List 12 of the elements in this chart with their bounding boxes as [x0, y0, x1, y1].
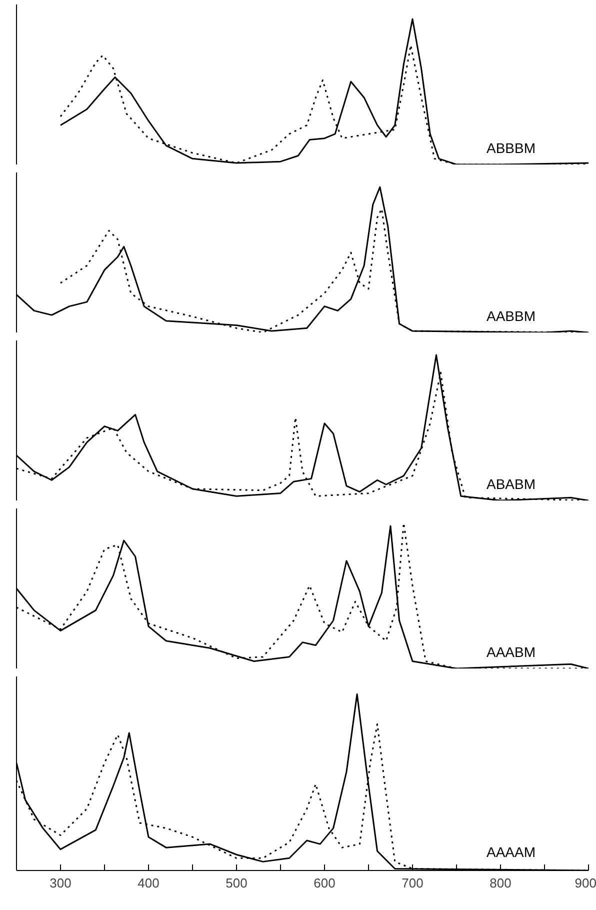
x-tick-label: 900 — [574, 876, 596, 890]
annotation: ABABM — [486, 476, 536, 492]
annotation: AAAAM — [486, 844, 536, 860]
annotation: ABBBM — [486, 140, 536, 156]
annotation: AABBM — [486, 308, 536, 324]
annotation: AAABM — [486, 644, 536, 660]
x-tick-label: 700 — [402, 876, 424, 890]
x-tick-label: 600 — [314, 876, 336, 890]
x-tick-label: 800 — [490, 876, 512, 890]
x-tick-label: 400 — [138, 876, 160, 890]
x-tick-label: 300 — [50, 876, 72, 890]
x-tick-label: 500 — [226, 876, 248, 890]
